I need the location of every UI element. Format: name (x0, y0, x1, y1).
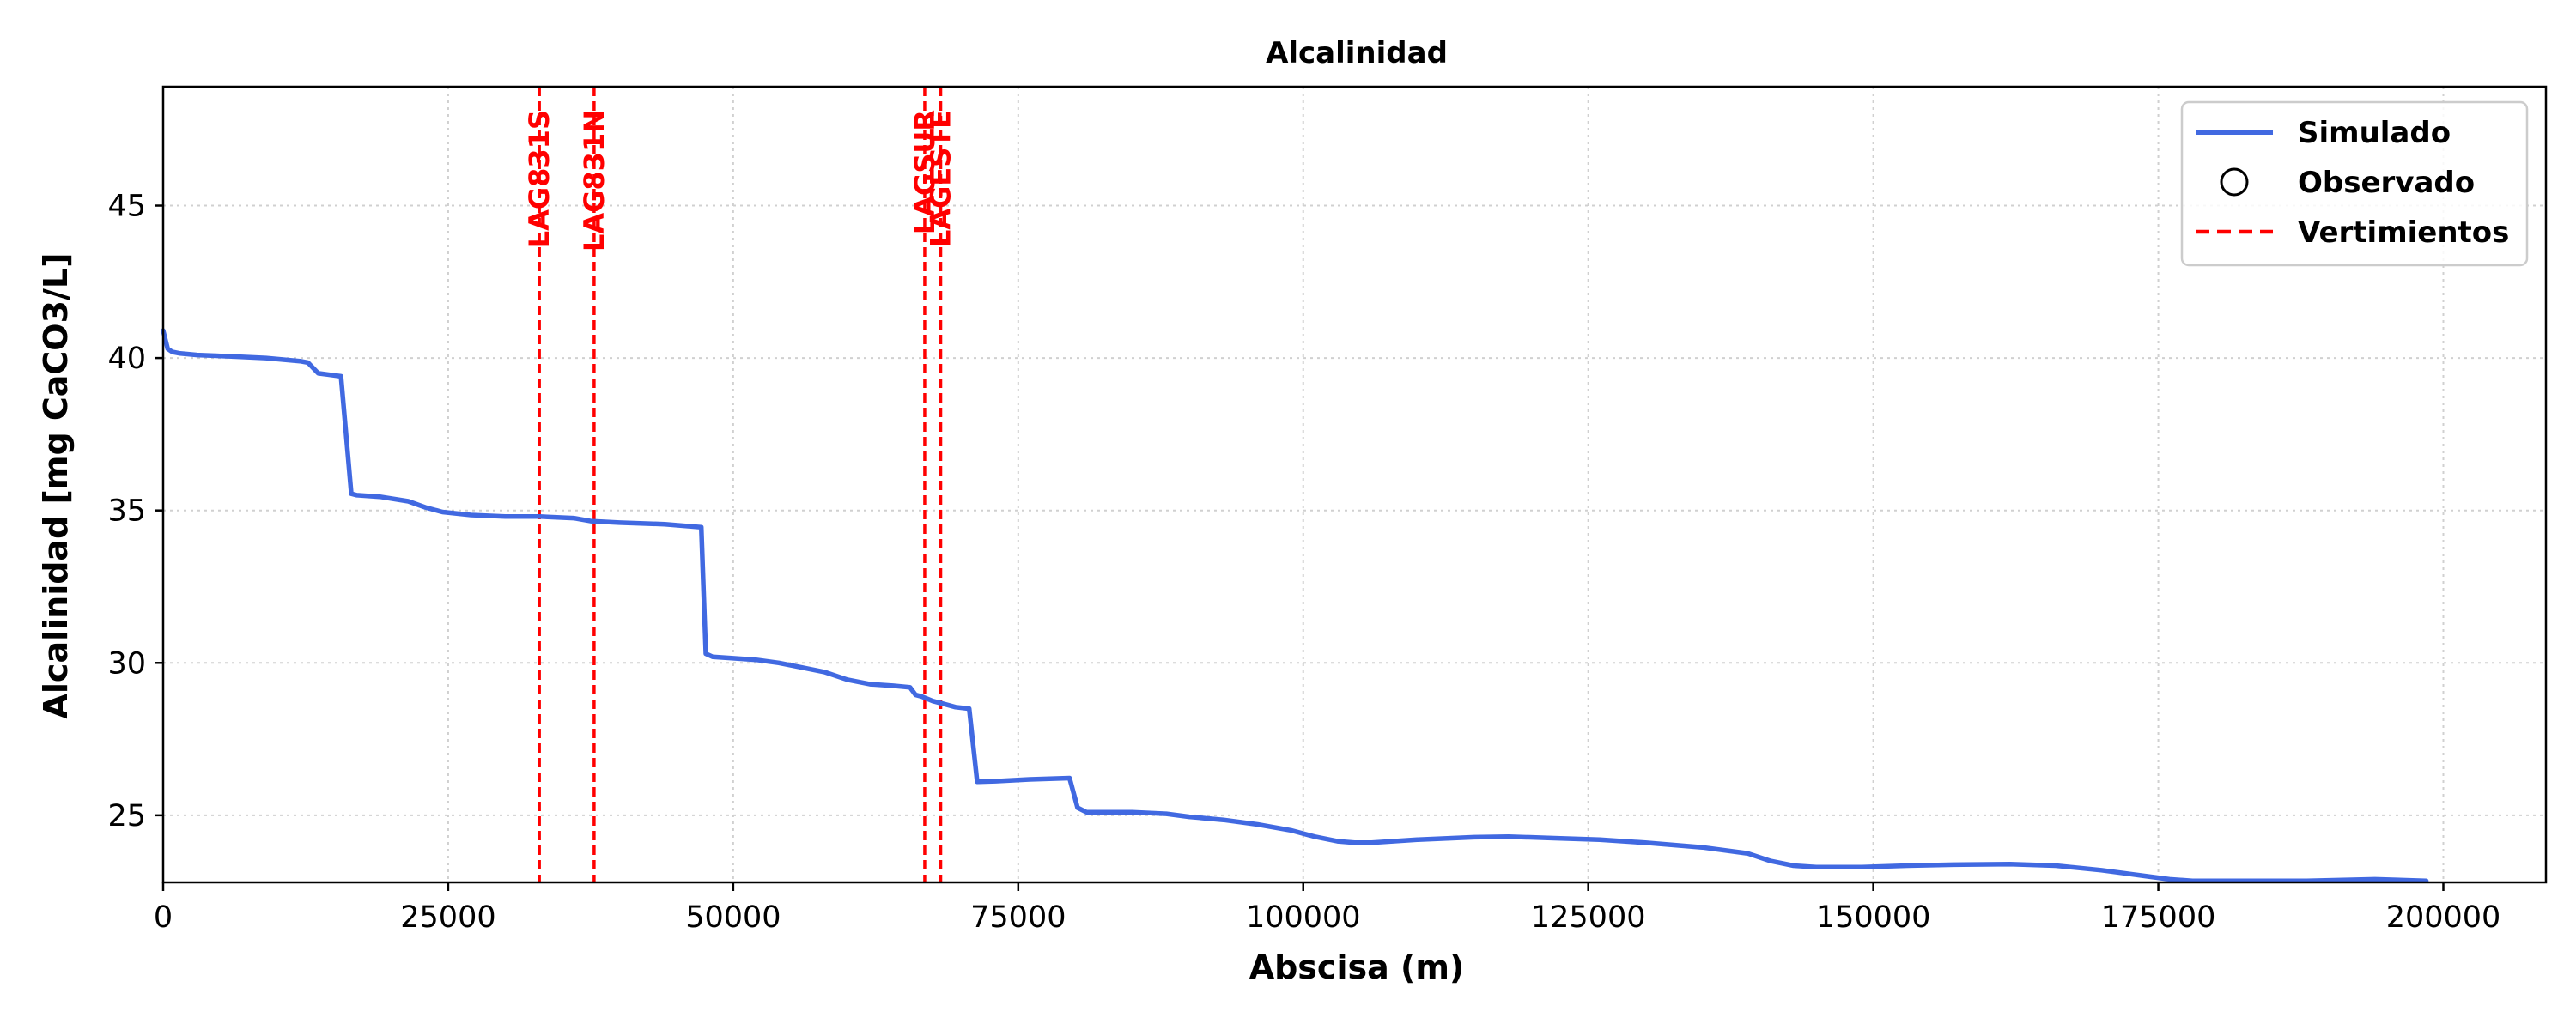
y-axis-label: Alcalinidad [mg CaCO3/L] (37, 252, 75, 718)
vertimiento-label: LAG831N (578, 110, 611, 251)
y-tick-label: 30 (107, 646, 146, 681)
chart-title: Alcalinidad (1266, 36, 1448, 70)
legend-label: Simulado (2298, 116, 2451, 150)
legend-label: Observado (2298, 166, 2475, 200)
plot-frame (161, 85, 2548, 884)
y-tick-label: 25 (107, 799, 146, 833)
x-tick-label: 150000 (1816, 900, 1931, 935)
legend-handle-marker (2220, 167, 2249, 197)
x-tick-label: 200000 (2386, 900, 2501, 935)
legend-label: Vertimientos (2298, 215, 2509, 250)
series-line-simulado (161, 328, 2429, 883)
x-tick-label: 75000 (970, 900, 1066, 935)
x-tick-label: 125000 (1531, 900, 1646, 935)
x-tick-label: 0 (154, 900, 173, 935)
x-tick-label: 25000 (400, 900, 495, 935)
x-axis-label: Abscisa (m) (1249, 948, 1465, 986)
vertimiento-label: LAGESTE (925, 110, 957, 247)
x-tick-label: 50000 (685, 900, 781, 935)
y-tick-label: 40 (107, 342, 146, 376)
x-tick-label: 100000 (1246, 900, 1361, 935)
x-axis-ticks: 0 25000 50000 75000 100000 125000 150000 175000… (154, 882, 2500, 935)
vertimiento-label: LAG831S (523, 110, 556, 248)
vertimiento-label: LAGSUR (908, 110, 941, 234)
y-tick-label: 45 (107, 190, 146, 224)
legend: Simulado Observado Vertimientos (2180, 100, 2529, 267)
x-tick-label: 175000 (2101, 900, 2216, 935)
y-tick-label: 35 (107, 494, 146, 529)
y-axis-ticks: 25 30 35 40 45 (107, 190, 163, 833)
legend-box (2180, 100, 2529, 267)
